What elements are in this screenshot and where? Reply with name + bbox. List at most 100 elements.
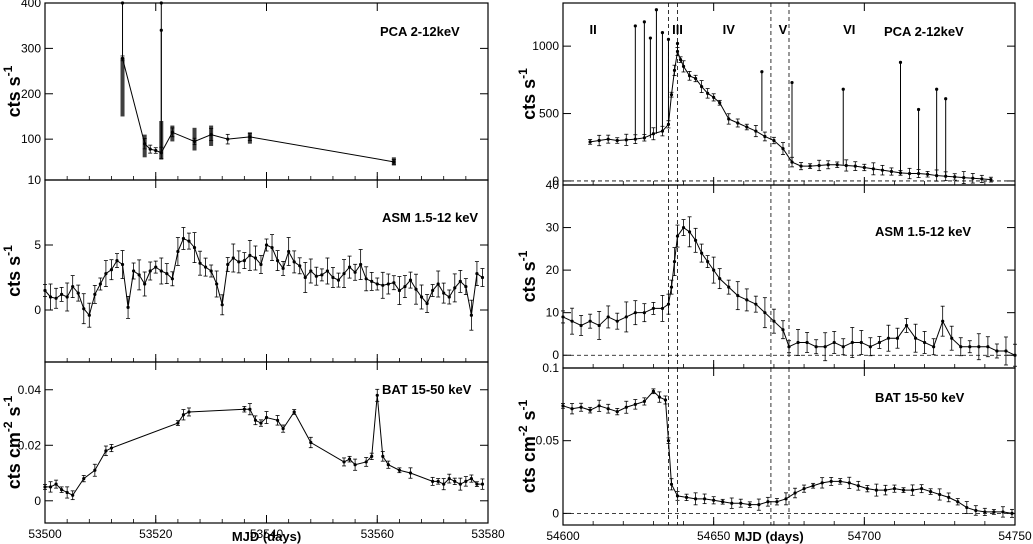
data-point xyxy=(706,91,710,95)
data-point xyxy=(242,407,246,411)
data-point xyxy=(386,463,390,467)
y-tick-label: 0.1 xyxy=(542,361,559,375)
data-point xyxy=(425,301,429,306)
data-point xyxy=(986,345,990,349)
y-tick-label: 300 xyxy=(21,41,41,55)
data-point xyxy=(65,490,69,495)
data-point xyxy=(1010,511,1014,515)
panel-title: ASM 1.5-12 keV xyxy=(382,210,478,225)
data-point xyxy=(253,256,258,260)
y-tick-label: 500 xyxy=(539,107,559,121)
data-point xyxy=(766,500,770,504)
data-point xyxy=(745,298,749,302)
data-point xyxy=(624,405,628,409)
data-point xyxy=(436,479,440,483)
x-axis-label: MJD (days) xyxy=(734,529,803,544)
data-point xyxy=(706,260,710,264)
data-point xyxy=(880,168,885,172)
data-point xyxy=(675,494,680,498)
flare-peak xyxy=(642,20,646,24)
data-point xyxy=(381,454,385,458)
data-point xyxy=(874,488,878,492)
y-tick-label: 0 xyxy=(34,303,41,317)
data-point xyxy=(1004,349,1008,353)
y-tick-label: 0 xyxy=(34,494,41,508)
data-point xyxy=(176,249,180,254)
data-point xyxy=(82,476,86,481)
data-point xyxy=(115,259,119,263)
data-point xyxy=(947,495,951,499)
data-point xyxy=(203,265,208,269)
phase-label: III xyxy=(672,22,683,37)
data-point xyxy=(784,497,788,501)
data-point xyxy=(364,460,368,464)
data-point xyxy=(910,488,915,492)
x-tick-label: 54650 xyxy=(697,529,731,543)
data-point xyxy=(43,288,47,293)
data-point xyxy=(633,311,637,315)
flare-peak xyxy=(944,97,948,101)
data-point xyxy=(359,262,363,267)
data-point xyxy=(209,269,213,273)
data-point xyxy=(60,292,64,296)
data-point xyxy=(453,479,457,483)
data-point xyxy=(597,323,601,328)
data-point xyxy=(953,175,957,179)
data-point xyxy=(281,266,285,270)
y-tick-label: 40 xyxy=(546,178,560,192)
data-point xyxy=(475,272,479,276)
data-point xyxy=(712,498,716,502)
data-point xyxy=(561,315,565,319)
data-point xyxy=(736,294,740,298)
data-point xyxy=(198,261,202,265)
data-point xyxy=(347,457,352,461)
data-point xyxy=(60,488,64,492)
data-point xyxy=(480,275,485,280)
data-point xyxy=(43,485,47,489)
y-tick-label: 30 xyxy=(546,221,560,235)
data-cluster xyxy=(142,134,147,158)
data-point xyxy=(353,270,357,274)
data-point xyxy=(414,287,418,291)
data-point xyxy=(642,399,646,404)
data-point xyxy=(342,272,346,276)
data-point xyxy=(309,440,313,445)
x-tick-label: 54600 xyxy=(546,529,580,543)
data-point xyxy=(588,140,592,144)
y-tick-label: 5 xyxy=(34,238,41,252)
data-point xyxy=(292,260,296,264)
flare-peak xyxy=(790,80,794,85)
flare-peak xyxy=(654,8,659,12)
panel-title: BAT 15-50 keV xyxy=(875,390,965,405)
data-point xyxy=(143,282,147,286)
data-point xyxy=(651,306,656,311)
data-point xyxy=(727,285,731,289)
data-point xyxy=(820,481,824,485)
y-axis-label: cts s-1 xyxy=(1,65,24,117)
data-cluster xyxy=(159,121,164,160)
data-point xyxy=(570,407,574,411)
data-cluster xyxy=(120,57,125,117)
flare-peak xyxy=(666,37,671,42)
data-point xyxy=(712,268,716,272)
data-point xyxy=(907,171,912,176)
data-point xyxy=(71,285,75,289)
y-axis-label: cts s-1 xyxy=(516,250,539,302)
data-point xyxy=(126,305,130,309)
data-point xyxy=(480,482,485,486)
data-point xyxy=(718,277,722,281)
data-point xyxy=(342,460,346,464)
x-tick-label: 53560 xyxy=(361,527,395,541)
data-point xyxy=(48,485,53,489)
data-point xyxy=(137,273,141,277)
flare-peak xyxy=(841,87,845,91)
data-point xyxy=(748,503,752,507)
y-tick-label: 400 xyxy=(21,0,41,10)
data-point xyxy=(353,463,357,467)
data-point xyxy=(829,479,833,483)
data-point xyxy=(1013,353,1017,357)
panel-left-bottom: 0 0.02 0.04 53500 53520 53540 53560 53580 BAT 15… xyxy=(1,361,505,544)
data-point xyxy=(275,259,280,263)
